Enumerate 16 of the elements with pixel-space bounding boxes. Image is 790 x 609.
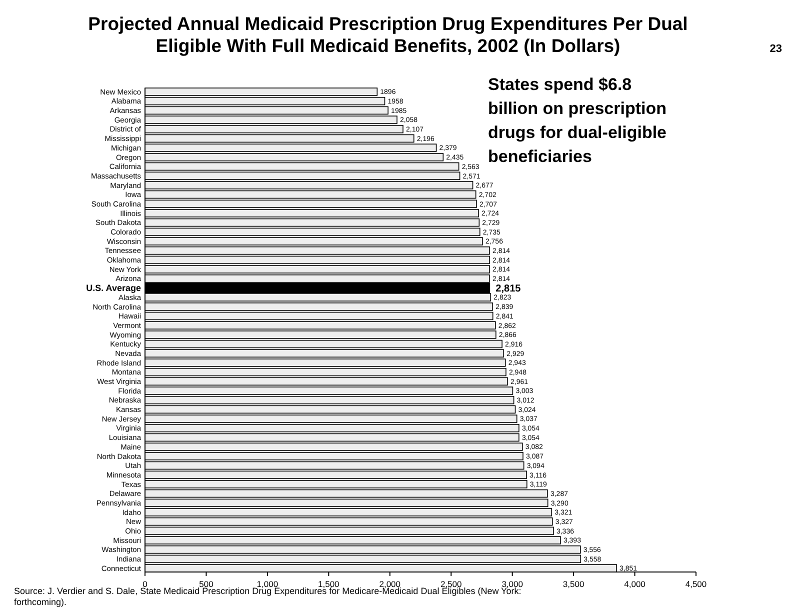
x-tick-label: 1,500: [318, 579, 340, 589]
source-note: Source: J. Verdier and S. Dale, State Medicaid Prescription Drug Expenditures for Medicare-Medicaid Dual Eligibles (New York: forthcoming).: [14, 586, 522, 607]
x-tick-label: 500: [199, 579, 214, 589]
chart-title: Projected Annual Medicaid Prescription Drug Expenditures Per Dual Eligible With Full Medicaid Benefits, 2002 (In Dollars): [88, 13, 688, 56]
data-label: 2,815: [496, 283, 522, 294]
x-tick-label: 2,000: [379, 579, 401, 589]
x-tick-label: 3,000: [502, 579, 524, 589]
x-tick-label: 0: [142, 579, 148, 589]
x-tick-label: 3,500: [562, 579, 584, 589]
x-tick-label: 4,000: [624, 579, 646, 589]
x-tick-label: 2,500: [440, 579, 462, 589]
annotation: States spend $6.8 billion on prescription drugs for dual-eligible beneficiaries: [488, 75, 667, 166]
y-tick-label: U.S. Average: [86, 283, 141, 294]
x-tick-label: 4,500: [685, 579, 707, 589]
text: 23: [770, 43, 782, 55]
x-tick-label: 1,000: [256, 579, 278, 589]
